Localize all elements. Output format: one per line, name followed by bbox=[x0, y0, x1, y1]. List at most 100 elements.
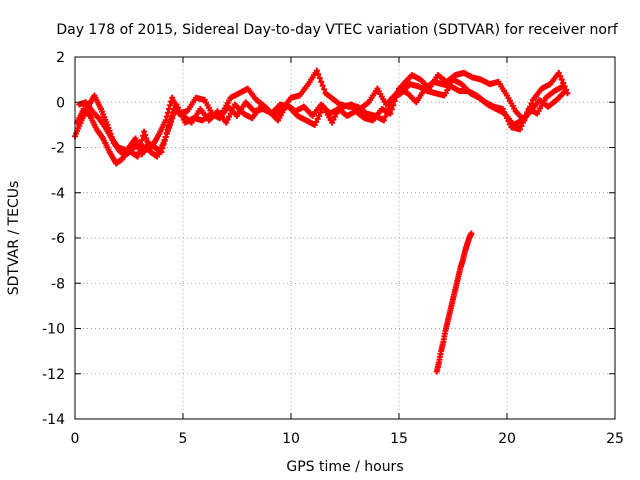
interpolated-point bbox=[454, 275, 461, 282]
interpolated-point bbox=[200, 96, 207, 103]
x-tick-label: 10 bbox=[282, 431, 300, 447]
interpolated-point bbox=[446, 311, 453, 318]
interpolated-point bbox=[457, 266, 464, 273]
interpolated-point bbox=[437, 350, 444, 357]
interpolated-point bbox=[169, 115, 176, 122]
series-track-c bbox=[76, 76, 569, 160]
interpolated-point bbox=[383, 109, 390, 116]
interpolated-point bbox=[146, 145, 153, 152]
interpolated-point bbox=[334, 107, 341, 114]
interpolated-point bbox=[165, 106, 172, 113]
interpolated-point bbox=[313, 118, 320, 125]
interpolated-point bbox=[144, 138, 151, 145]
interpolated-point bbox=[137, 141, 144, 148]
y-tick-label: -6 bbox=[51, 231, 65, 247]
interpolated-point bbox=[252, 95, 258, 102]
points-layer bbox=[72, 67, 571, 375]
interpolated-point bbox=[142, 132, 149, 139]
interpolated-point bbox=[135, 149, 142, 156]
interpolated-point bbox=[441, 330, 448, 337]
interpolated-point bbox=[439, 341, 446, 348]
interpolated-point bbox=[162, 133, 169, 140]
interpolated-point bbox=[463, 243, 470, 250]
ticks-layer bbox=[74, 56, 616, 420]
interpolated-point bbox=[448, 302, 455, 309]
interpolated-point bbox=[101, 122, 108, 129]
interpolated-point bbox=[467, 231, 474, 238]
x-tick-label: 15 bbox=[390, 431, 408, 447]
interpolated-point bbox=[133, 152, 140, 159]
interpolated-point bbox=[557, 73, 564, 80]
interpolated-point bbox=[138, 136, 145, 143]
interpolated-point bbox=[303, 83, 310, 90]
interpolated-point bbox=[99, 133, 105, 140]
interpolated-point bbox=[461, 250, 468, 257]
interpolated-point bbox=[511, 105, 518, 112]
interpolated-point bbox=[177, 110, 184, 117]
interpolated-point bbox=[386, 102, 393, 109]
interpolated-point bbox=[315, 71, 322, 78]
interpolated-point bbox=[163, 113, 170, 120]
interpolated-point bbox=[86, 111, 93, 118]
series-track-d bbox=[433, 230, 475, 375]
interpolated-point bbox=[502, 90, 509, 97]
interpolated-point bbox=[331, 113, 338, 120]
interpolated-point bbox=[167, 102, 174, 109]
interpolated-point bbox=[333, 110, 340, 117]
interpolated-point bbox=[382, 113, 389, 120]
interpolated-point bbox=[317, 109, 324, 116]
interpolated-point bbox=[452, 284, 459, 291]
interpolated-point bbox=[528, 100, 535, 107]
y-tick-label: -8 bbox=[51, 276, 65, 292]
interpolated-point bbox=[558, 84, 565, 91]
interpolated-point bbox=[560, 89, 567, 96]
y-tick-label: 0 bbox=[56, 95, 65, 111]
interpolated-point bbox=[435, 361, 442, 368]
y-tick-label: -14 bbox=[42, 412, 65, 428]
interpolated-point bbox=[224, 116, 231, 123]
interpolated-point bbox=[314, 115, 321, 122]
interpolated-point bbox=[226, 97, 233, 104]
interpolated-point bbox=[176, 107, 183, 114]
x-axis-label: GPS time / hours bbox=[286, 459, 403, 475]
interpolated-point bbox=[145, 142, 152, 149]
interpolated-point bbox=[330, 116, 337, 123]
interpolated-point bbox=[164, 127, 171, 134]
interpolated-point bbox=[179, 113, 186, 120]
interpolated-point bbox=[171, 108, 178, 115]
interpolated-point bbox=[321, 86, 328, 93]
interpolated-point bbox=[558, 76, 565, 83]
interpolated-point bbox=[105, 146, 112, 153]
x-tick-label: 25 bbox=[606, 431, 624, 447]
interpolated-point bbox=[92, 124, 99, 131]
interpolated-point bbox=[316, 112, 323, 119]
interpolated-point bbox=[379, 116, 386, 123]
interpolated-point bbox=[168, 118, 175, 125]
interpolated-point bbox=[161, 119, 168, 126]
interpolated-point bbox=[319, 82, 326, 89]
interpolated-point bbox=[318, 78, 325, 85]
y-tick-label: -10 bbox=[42, 322, 65, 338]
interpolated-point bbox=[444, 320, 451, 327]
interpolated-point bbox=[316, 75, 323, 82]
y-tick-label: 2 bbox=[56, 50, 65, 66]
chart-title: Day 178 of 2015, Sidereal Day-to-day VTE… bbox=[56, 22, 618, 38]
y-axis-label: SDTVAR / TECUs bbox=[6, 181, 22, 296]
data-point bbox=[141, 128, 148, 135]
interpolated-point bbox=[143, 135, 150, 142]
tick-labels: 0 5 10 15 20 25 -14 -12 -10 -8 -6 -4 -2 0 2 bbox=[42, 50, 624, 447]
interpolated-point bbox=[163, 130, 170, 137]
interpolated-point bbox=[385, 106, 392, 113]
x-tick-label: 5 bbox=[179, 431, 188, 447]
series-track-b bbox=[74, 78, 567, 167]
interpolated-point bbox=[364, 100, 371, 107]
interpolated-point bbox=[161, 136, 168, 143]
interpolated-point bbox=[165, 124, 172, 131]
data-point bbox=[167, 121, 174, 128]
data-point bbox=[173, 101, 180, 108]
x-tick-label: 0 bbox=[71, 431, 80, 447]
interpolated-point bbox=[164, 109, 171, 116]
interpolated-point bbox=[96, 103, 103, 110]
interpolated-point bbox=[107, 133, 114, 140]
